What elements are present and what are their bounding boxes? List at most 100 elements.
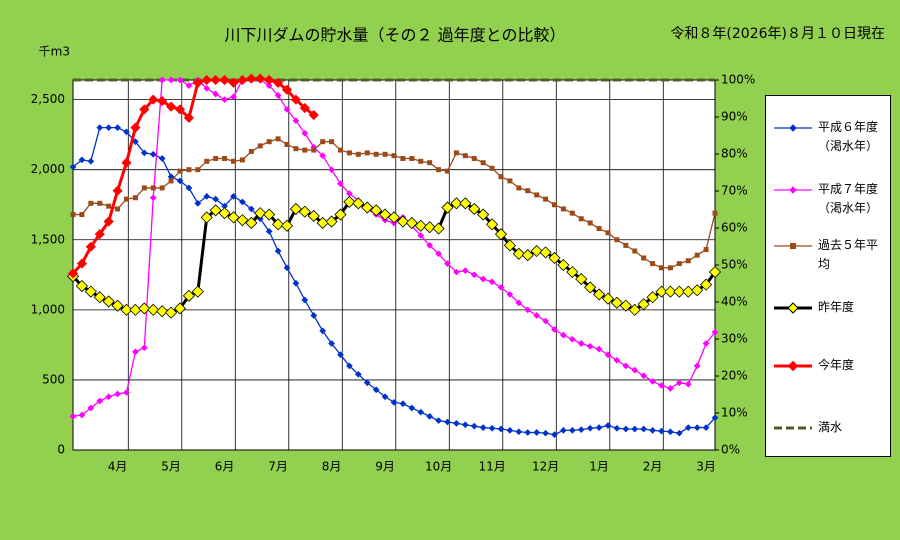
legend: 平成６年度（渇水年） 平成７年度（渇水年） 過去５年平均 昨年度 今年度 満水 — [765, 95, 891, 457]
legend-label: 今年度 — [818, 358, 855, 372]
y2-tick-label: 90% — [721, 110, 748, 124]
point — [685, 258, 691, 264]
point — [516, 185, 522, 191]
series-line — [71, 77, 315, 275]
point — [658, 427, 665, 435]
point — [693, 362, 701, 370]
point — [640, 425, 648, 433]
point — [673, 285, 686, 298]
point — [157, 95, 168, 107]
point — [489, 165, 495, 171]
y2-tick-label: 30% — [721, 332, 748, 346]
x-tick-label: 1月 — [589, 460, 609, 474]
point — [524, 429, 532, 436]
point — [459, 197, 472, 210]
point — [302, 147, 308, 153]
point — [112, 185, 123, 196]
point — [659, 265, 664, 271]
point — [586, 342, 594, 350]
point — [93, 291, 106, 304]
point — [325, 215, 338, 228]
point — [156, 305, 169, 318]
point — [346, 362, 353, 370]
legend-marker — [790, 243, 796, 249]
point — [293, 146, 299, 152]
point — [521, 249, 534, 262]
point — [382, 151, 388, 157]
point — [85, 241, 96, 252]
point — [138, 302, 151, 315]
point — [453, 150, 459, 156]
point — [622, 362, 630, 370]
point — [551, 326, 558, 333]
point — [76, 258, 87, 269]
legend-label: 満水 — [818, 420, 843, 434]
x-tick-label: 4月 — [108, 460, 128, 474]
point — [167, 76, 175, 84]
point — [140, 149, 148, 157]
point — [479, 424, 487, 431]
point — [569, 210, 575, 216]
point — [610, 296, 623, 309]
y-tick-label: 1,000 — [31, 302, 65, 316]
legend-label: 平成６年度（渇水年） — [818, 120, 879, 153]
point — [185, 82, 193, 89]
point — [379, 208, 392, 221]
point — [67, 268, 79, 279]
point — [667, 265, 673, 271]
point — [88, 200, 94, 206]
point — [414, 219, 427, 232]
point — [628, 303, 641, 316]
y-tick-label: 2,500 — [31, 92, 65, 106]
legend-swatch — [774, 426, 812, 430]
y2-tick-label: 40% — [721, 295, 748, 309]
point — [103, 216, 114, 227]
point — [650, 261, 656, 267]
point — [105, 124, 113, 132]
point — [568, 335, 576, 343]
point — [328, 340, 335, 347]
point — [246, 73, 257, 84]
point — [361, 201, 374, 214]
point — [328, 166, 335, 174]
y-axis-label: 千m3 — [39, 45, 70, 59]
point — [593, 288, 606, 301]
point — [613, 424, 621, 432]
point — [524, 306, 532, 314]
point — [577, 340, 585, 347]
legend-label: 過去５年平均 — [818, 238, 879, 271]
point — [575, 272, 588, 286]
point — [176, 76, 184, 84]
point — [230, 93, 237, 101]
point — [168, 178, 174, 184]
point — [566, 265, 579, 279]
point — [227, 211, 240, 224]
point — [712, 210, 718, 216]
point — [121, 157, 132, 168]
x-tick-label: 2月 — [643, 460, 663, 474]
point — [70, 212, 76, 218]
point — [265, 82, 273, 89]
point — [228, 77, 239, 88]
point — [289, 202, 302, 216]
point — [417, 408, 425, 416]
point — [194, 199, 202, 207]
point — [387, 211, 401, 224]
point — [354, 370, 362, 378]
point — [255, 73, 266, 84]
point — [641, 255, 647, 261]
point — [182, 289, 195, 302]
point — [218, 207, 231, 220]
point — [539, 246, 552, 259]
point — [84, 285, 97, 298]
legend-marker — [787, 360, 799, 372]
point — [703, 247, 709, 253]
point — [577, 426, 585, 434]
point — [274, 92, 282, 99]
point — [488, 424, 496, 432]
x-tick-label: 3月 — [696, 460, 716, 474]
point — [254, 207, 267, 220]
legend-swatch — [774, 186, 812, 194]
point — [444, 418, 451, 426]
point — [272, 218, 285, 231]
